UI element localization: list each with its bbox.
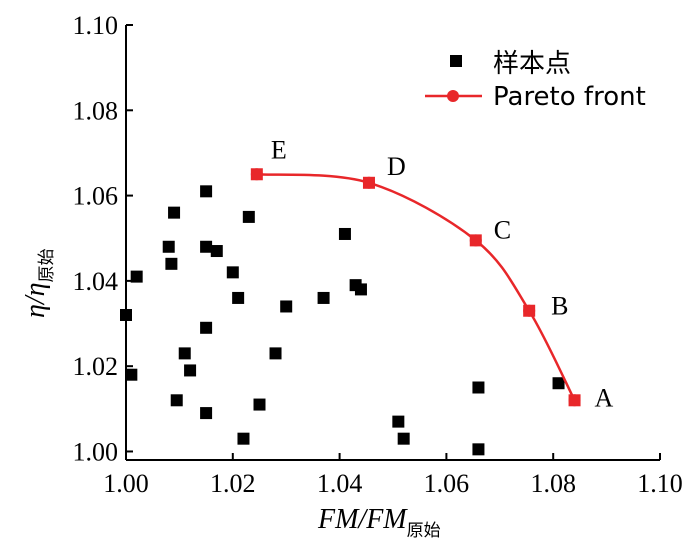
sample-point [242,210,255,223]
pareto-front-line [256,173,576,401]
sample-point [354,283,367,296]
x-tick-label: 1.04 [317,469,363,498]
sample-point [184,364,197,377]
x-tick-label: 1.08 [530,469,576,498]
x-axis-label: FM/FM原始 [317,504,441,541]
sample-point [397,432,410,445]
pareto-point-e [250,168,263,181]
y-tick-label: 1.06 [73,182,119,211]
sample-point [472,381,485,394]
sample-point [472,443,485,456]
sample-point [226,266,239,279]
sample-point [200,185,213,198]
sample-point [130,270,143,283]
pareto-points: E D C B A [250,135,614,412]
sample-point [178,347,191,360]
x-tick-label: 1.06 [424,469,470,498]
sample-point [162,240,175,253]
sample-point [317,291,330,304]
sample-point [165,257,178,270]
sample-point [125,368,138,381]
y-axis-label: η/η原始 [20,248,57,318]
pareto-point-c [469,234,482,247]
legend-sample-label: 样本点 [493,49,571,79]
sample-point [232,291,245,304]
y-tick-label: 1.10 [73,11,119,40]
pareto-label-b: B [551,292,568,321]
y-tick-label: 1.08 [73,96,119,125]
sample-point [200,407,213,420]
pareto-label-e: E [271,135,287,164]
sample-point [200,321,213,334]
sample-point [269,347,282,360]
legend-sample-marker [450,55,462,67]
sample-point [237,432,250,445]
sample-point [392,415,405,428]
y-axis-label-sub: 原始 [37,248,57,282]
pareto-point-b [523,304,536,317]
sample-point [170,394,183,407]
y-axis-label-main: η/η [20,282,51,318]
pareto-point-a [568,394,581,407]
x-axis-label-sub: 原始 [407,521,441,541]
y-tick-label: 1.02 [73,352,119,381]
sample-point [120,309,132,321]
x-tick-label: 1.10 [637,469,683,498]
legend: 样本点 Pareto front [425,49,646,112]
sample-point [210,245,223,258]
y-ticks: 1.00 1.02 1.04 1.06 1.08 1.10 [73,11,133,466]
x-tick-label: 1.02 [210,469,256,498]
x-ticks: 1.00 1.02 1.04 1.06 1.08 1.10 [103,453,683,498]
sample-point [552,377,565,390]
legend-pareto-label: Pareto front [493,82,646,112]
sample-points [120,185,565,456]
sample-point [253,398,266,411]
x-tick-label: 1.00 [103,469,149,498]
y-tick-label: 1.04 [73,267,119,296]
legend-pareto-marker [447,90,459,102]
pareto-label-a: A [595,383,614,412]
sample-point [280,300,293,313]
sample-point [168,206,181,219]
x-axis-label-main: FM/FM [317,504,408,535]
sample-point [200,240,213,253]
y-tick-label: 1.00 [73,437,119,466]
sample-point [338,227,351,240]
pareto-label-c: C [494,215,511,244]
pareto-point-d [362,176,375,189]
pareto-label-d: D [387,152,406,181]
